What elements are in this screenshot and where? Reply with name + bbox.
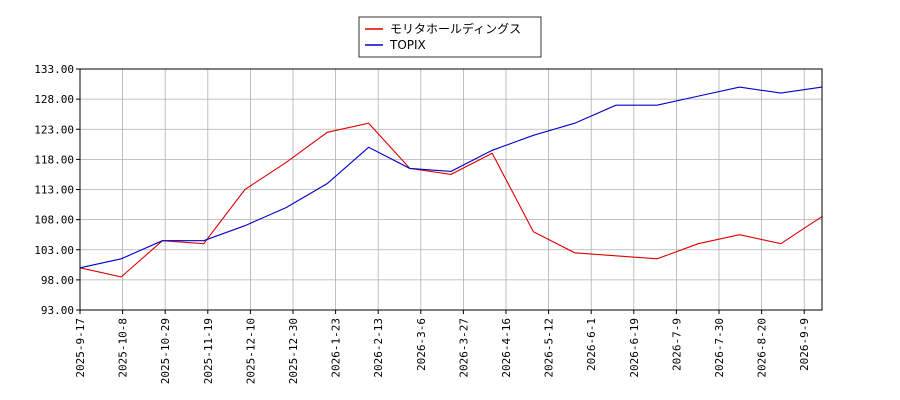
y-tick-label: 113.00	[34, 184, 74, 197]
y-tick-label: 98.00	[41, 274, 74, 287]
x-tick-label: 2026-7-9	[670, 318, 683, 371]
legend-label-morita: モリタホールディングス	[390, 21, 521, 36]
x-tick-label: 2026-6-1	[585, 318, 598, 371]
x-tick-label: 2026-5-12	[543, 318, 556, 378]
y-tick-label: 128.00	[34, 93, 74, 106]
x-axis-ticks: 2025-9-17 2025-10-8 2025-10-29 2025-11-19 20…	[74, 310, 811, 384]
series-line-morita	[79, 122, 823, 278]
y-tick-label: 93.00	[41, 304, 74, 317]
x-tick-label: 2025-10-8	[117, 318, 130, 378]
x-tick-label: 2025-11-19	[202, 318, 215, 384]
series-lines	[79, 86, 823, 278]
x-tick-label: 2026-4-16	[500, 318, 513, 378]
x-tick-label: 2025-9-17	[74, 318, 87, 378]
legend-box	[358, 16, 542, 58]
x-tick-label: 2025-10-29	[159, 318, 172, 384]
y-tick-label: 103.00	[34, 244, 74, 257]
x-tick-label: 2025-12-10	[244, 318, 257, 384]
x-tick-label: 2026-1-23	[330, 318, 343, 378]
x-tick-label: 2025-12-30	[287, 318, 300, 384]
y-tick-label: 108.00	[34, 214, 74, 227]
plot-frame	[79, 68, 823, 311]
legend: モリタホールディングス TOPIX	[358, 16, 542, 58]
x-tick-label: 2026-6-19	[628, 318, 641, 378]
x-tick-label: 2026-7-30	[713, 318, 726, 378]
y-tick-label: 123.00	[34, 123, 74, 136]
y-tick-label: 118.00	[34, 153, 74, 166]
x-tick-label: 2026-9-9	[798, 318, 811, 371]
y-tick-label: 133.00	[34, 63, 74, 76]
legend-label-topix: TOPIX	[389, 38, 426, 52]
x-tick-label: 2026-2-13	[372, 318, 385, 378]
grid-lines	[79, 68, 822, 311]
series-line-topix	[79, 86, 823, 269]
x-tick-label: 2026-3-6	[415, 318, 428, 371]
y-axis-ticks: 93.00 98.00 103.00 108.00 113.00 118.00 123.00…	[34, 63, 80, 317]
x-tick-label: 2026-3-27	[457, 318, 470, 378]
x-tick-label: 2026-8-20	[756, 318, 769, 378]
